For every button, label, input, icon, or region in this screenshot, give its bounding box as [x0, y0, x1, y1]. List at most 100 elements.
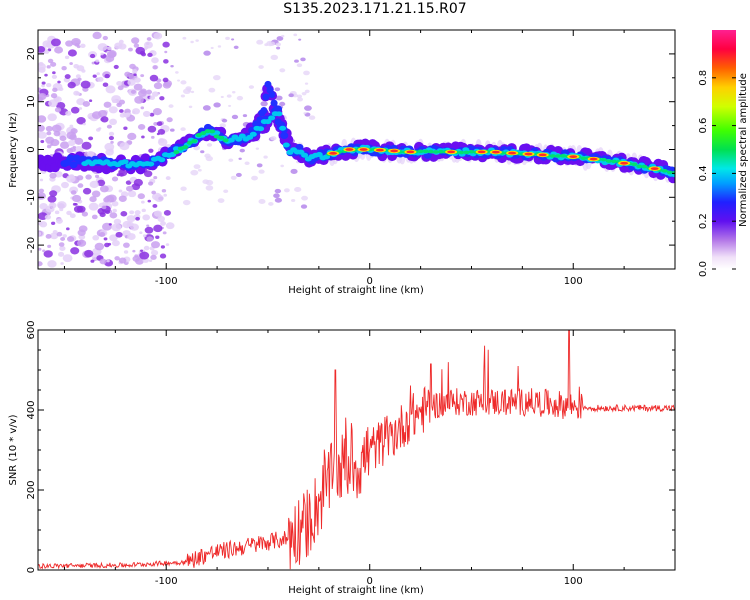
spectrogram-speckle	[162, 231, 167, 235]
spectrogram-speckle	[56, 231, 63, 237]
spectrogram-speckle	[59, 141, 70, 149]
spectrogram-speckle	[106, 124, 112, 129]
spectrogram-speckle	[304, 89, 310, 94]
spectrogram-speckle	[276, 36, 284, 41]
spectrogram-speckle	[123, 250, 129, 254]
snr-x-tick-label: 0	[367, 576, 373, 587]
spectrogram-speckle	[163, 59, 169, 64]
colorbar-tick-label: 0.2	[698, 213, 709, 229]
spectrogram-speckle	[292, 93, 299, 98]
spectrogram-speckle	[166, 117, 173, 123]
spectrogram-speckle	[144, 226, 154, 234]
spectrogram-speckle	[158, 138, 165, 143]
ridge-hotspot-peak	[329, 151, 338, 155]
ridge-green	[631, 162, 638, 167]
spectrogram-speckle	[151, 135, 155, 139]
spectrogram-speckle	[175, 71, 179, 74]
spectrogram-speckle	[270, 54, 279, 61]
spectrogram-x-tick-label: -100	[155, 276, 178, 287]
spectrogram-speckle	[141, 200, 145, 204]
ridge-hotspot-peak	[508, 151, 517, 155]
spectrogram-x-label: Height of straight line (km)	[288, 285, 424, 296]
spectrogram-speckle	[49, 232, 59, 240]
spectrogram-speckle	[126, 215, 136, 223]
spectrogram-speckle	[91, 190, 101, 198]
ridge-green	[554, 154, 561, 158]
spectrogram-y-tick-label: 0	[26, 146, 37, 152]
spectrogram-speckle	[106, 259, 110, 263]
spectrogram-speckle	[161, 188, 167, 193]
spectrogram-speckle	[300, 204, 308, 209]
spectrogram-speckle	[38, 124, 45, 132]
ridge-hotspot-peak	[345, 148, 354, 151]
spectrogram-speckle	[197, 168, 202, 172]
spectrogram-speckle	[47, 58, 54, 64]
spectrogram-x-tick-label: 0	[367, 276, 373, 287]
spectrogram-speckle	[66, 175, 76, 183]
spectrogram-speckle	[77, 239, 87, 247]
spectrogram-speckle	[48, 202, 57, 209]
spectrogram-speckle	[125, 180, 132, 185]
spectrogram-speckle	[221, 118, 228, 123]
spectrogram-speckle	[298, 38, 302, 41]
spectrogram-speckle	[297, 97, 304, 102]
spectrogram-speckle	[147, 199, 152, 203]
ridge-hotspot-peak	[447, 150, 456, 154]
spectrogram-speckle	[65, 40, 74, 47]
ridge-green	[636, 164, 643, 169]
spectrogram-speckle	[141, 135, 145, 139]
spectrogram-speckle	[159, 96, 165, 101]
spectrogram-speckle	[233, 45, 239, 50]
ridge-green	[666, 170, 673, 175]
spectrogram-speckle	[143, 170, 153, 178]
spectrogram-speckle	[108, 223, 112, 226]
spectrogram-speckle	[177, 79, 181, 82]
spectrogram-speckle	[260, 101, 268, 107]
spectrogram-speckle	[162, 41, 170, 48]
spectrogram-speckle	[82, 101, 91, 107]
spectrogram-speckle	[52, 87, 58, 92]
spectrogram-speckle	[97, 76, 104, 82]
spectrogram-speckle	[38, 231, 42, 237]
spectrogram-speckle	[54, 46, 64, 54]
spectrogram-speckle	[146, 236, 154, 242]
spectrogram-speckle	[59, 207, 64, 212]
branch-mid	[260, 106, 268, 114]
spectrogram-speckle	[217, 198, 225, 203]
spectrogram-speckle	[57, 251, 65, 257]
spectrogram-speckle	[41, 81, 46, 85]
spectrogram-speckle	[151, 241, 160, 249]
spectrogram-speckle	[188, 105, 193, 109]
ridge-hotspot-peak	[491, 150, 500, 154]
spectrogram-speckle	[135, 257, 144, 265]
spectrogram-speckle	[47, 244, 52, 248]
spectrogram-speckle	[148, 181, 154, 186]
spectrogram-speckle	[111, 223, 122, 232]
spectrogram-speckle	[62, 254, 73, 263]
ridge-hotspot-peak	[650, 167, 659, 171]
spectrogram-speckle	[59, 135, 67, 142]
branch-mid	[268, 90, 276, 98]
spectrogram-speckle	[66, 236, 75, 242]
spectrogram-speckle	[137, 193, 145, 200]
spectrogram-speckle	[288, 93, 294, 98]
main-title: S135.2023.171.21.15.R07	[283, 1, 467, 17]
spectrogram-speckle	[303, 70, 310, 76]
spectrogram-speckle	[66, 210, 72, 216]
spectrogram-speckle	[113, 218, 122, 225]
spectrogram-speckle	[296, 63, 303, 68]
spectrogram-speckle	[143, 245, 150, 251]
snr-x-tick-label: 100	[564, 576, 583, 587]
ridge-green	[468, 149, 475, 154]
spectrogram-speckle	[59, 246, 66, 251]
spectrogram-speckle	[283, 188, 290, 193]
spectrogram-y-tick-label: -10	[26, 189, 37, 205]
spectrogram-speckle	[60, 262, 64, 265]
spectrogram-speckle	[105, 85, 116, 94]
spectrogram-speckle	[45, 234, 52, 239]
spectrogram-speckle	[120, 211, 128, 217]
spectrogram-speckle	[217, 45, 222, 48]
colorbar-ticks: 0.0 0.2 0.4 0.6 0.8	[698, 70, 736, 277]
spectrogram-speckle	[280, 164, 285, 168]
spectrogram-speckle	[190, 90, 195, 94]
